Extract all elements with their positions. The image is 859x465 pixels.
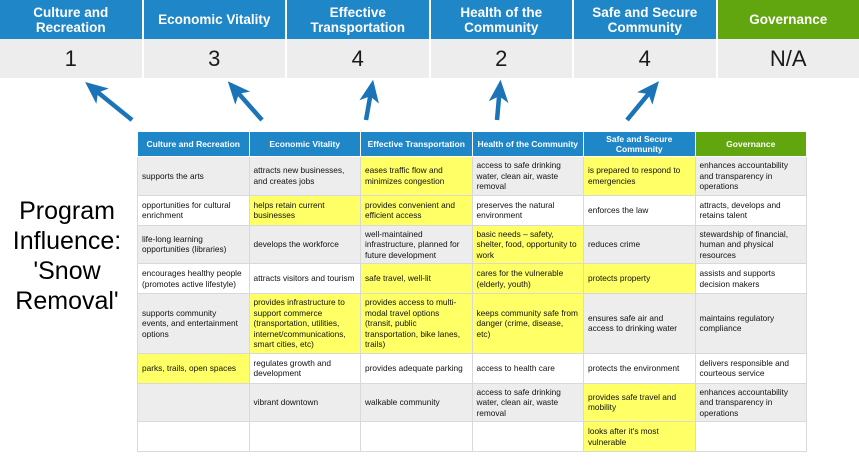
influence-matrix-container: Culture and Recreation Economic Vitality… (137, 131, 807, 452)
matrix-cell: access to safe drinking water, clean air… (471, 382, 584, 422)
matrix-cell: provides safe travel and mobility (583, 382, 696, 422)
matrix-cell (360, 421, 473, 452)
scorecard-header-economic-vitality: Economic Vitality (143, 0, 287, 39)
arrow-up-left-economic-vitality (227, 81, 264, 122)
matrix-cell: protects property (583, 263, 696, 294)
scorecard-header-culture-and-recreation: Culture and Recreation (0, 0, 144, 39)
arrow-group (85, 79, 660, 122)
matrix-cell: attracts new businesses, and creates job… (248, 156, 361, 196)
scorecard-header-row: Culture and Recreation Economic Vitality… (0, 0, 859, 39)
table-row: vibrant downtown walkable community acce… (137, 382, 807, 422)
program-influence-caption: Program Influence: 'Snow Removal' (0, 196, 134, 316)
scorecard-header-safe-and-secure-community: Safe and Secure Community (574, 0, 718, 39)
matrix-cell: attracts, develops and retains talent (694, 194, 807, 226)
matrix-cell: basic needs – safety, shelter, food, opp… (471, 224, 584, 264)
matrix-cell: helps retain current businesses (248, 194, 361, 226)
table-row: looks after it's most vulnerable (137, 421, 807, 452)
table-row: encourages healthy people (promotes acti… (137, 263, 807, 294)
matrix-cell: stewardship of financial, human and phys… (694, 224, 807, 264)
table-row: opportunities for cultural enrichment he… (137, 194, 807, 226)
arrow-up-health-of-the-community (488, 79, 509, 121)
caption-line-3: 'Snow (33, 257, 101, 285)
caption-line-2: Influence: (12, 227, 122, 255)
arrow-up-effective-transportation (359, 79, 379, 121)
matrix-cell: encourages healthy people (promotes acti… (137, 263, 250, 294)
caption-line-1: Program (19, 197, 115, 225)
matrix-cell: assists and supports decision makers (694, 263, 807, 294)
matrix-cell: regulates growth and development (248, 352, 361, 384)
matrix-cell: walkable community (360, 382, 473, 422)
matrix-header-effective-transportation: Effective Transportation (360, 131, 473, 157)
arrow-up-left-culture-and-recreation (85, 82, 134, 122)
matrix-header-health-of-the-community: Health of the Community (471, 131, 584, 157)
matrix-cell: access to safe drinking water, clean air… (471, 156, 584, 196)
matrix-cell (137, 421, 250, 452)
scorecard-value-health-of-the-community: 2 (430, 39, 574, 78)
matrix-cell: reduces crime (583, 224, 696, 264)
matrix-cell: enforces the law (583, 194, 696, 226)
matrix-cell: vibrant downtown (248, 382, 361, 422)
matrix-cell: looks after it's most vulnerable (583, 421, 696, 452)
table-row: life-long learning opportunities (librar… (137, 224, 807, 264)
matrix-cell: maintains regulatory compliance (694, 293, 807, 354)
matrix-cell: delivers responsible and courteous servi… (694, 352, 807, 384)
scorecard-value-economic-vitality: 3 (143, 39, 287, 78)
matrix-cell: eases traffic flow and minimizes congest… (360, 156, 473, 196)
matrix-header-governance: Governance (694, 131, 807, 157)
matrix-cell: life-long learning opportunities (librar… (137, 224, 250, 264)
scorecard-header-governance: Governance (717, 0, 859, 39)
matrix-cell: access to health care (471, 352, 584, 384)
caption-line-4: Removal' (15, 287, 119, 315)
matrix-cell: supports the arts (137, 156, 250, 196)
matrix-cell (471, 421, 584, 452)
table-row: parks, trails, open spaces regulates gro… (137, 352, 807, 384)
scorecard-summary: Culture and Recreation Economic Vitality… (0, 0, 859, 78)
arrow-up-right-safe-and-secure-community (625, 81, 660, 122)
matrix-cell: ensures safe air and access to drinking … (583, 293, 696, 354)
matrix-cell: provides convenient and efficient access (360, 194, 473, 226)
scorecard-value-culture-and-recreation: 1 (0, 39, 144, 78)
scorecard-value-row: 1 3 4 2 4 N/A (0, 39, 859, 78)
matrix-header-row: Culture and Recreation Economic Vitality… (137, 131, 807, 157)
matrix-cell: parks, trails, open spaces (137, 352, 250, 384)
matrix-cell: provides access to multi-modal travel op… (360, 293, 473, 354)
scorecard-value-effective-transportation: 4 (287, 39, 431, 78)
matrix-header-economic-vitality: Economic Vitality (248, 131, 361, 157)
influence-matrix-table: Culture and Recreation Economic Vitality… (137, 131, 807, 452)
matrix-cell: is prepared to respond to emergencies (583, 156, 696, 196)
matrix-cell: opportunities for cultural enrichment (137, 194, 250, 226)
table-row: supports community events, and entertain… (137, 293, 807, 354)
matrix-cell: safe travel, well-lit (360, 263, 473, 294)
matrix-cell: well-maintained infrastructure, planned … (360, 224, 473, 264)
matrix-cell: keeps community safe from danger (crime,… (471, 293, 584, 354)
matrix-cell: provides infrastructure to support comme… (248, 293, 361, 354)
matrix-cell (137, 382, 250, 422)
matrix-cell: supports community events, and entertain… (137, 293, 250, 354)
matrix-cell: protects the environment (583, 352, 696, 384)
table-row: supports the arts attracts new businesse… (137, 156, 807, 196)
matrix-cell: attracts visitors and tourism (248, 263, 361, 294)
matrix-cell: enhances accountability and transparency… (694, 156, 807, 196)
matrix-header-safe-and-secure-community: Safe and Secure Community (583, 131, 696, 157)
scorecard-header-health-of-the-community: Health of the Community (430, 0, 574, 39)
scorecard-value-safe-and-secure-community: 4 (574, 39, 718, 78)
matrix-cell: enhances accountability and transparency… (694, 382, 807, 422)
matrix-cell: provides adequate parking (360, 352, 473, 384)
matrix-cell (694, 421, 807, 452)
scorecard-value-governance: N/A (717, 39, 859, 78)
matrix-cell (248, 421, 361, 452)
matrix-cell: preserves the natural environment (471, 194, 584, 226)
matrix-cell: cares for the vulnerable (elderly, youth… (471, 263, 584, 294)
scorecard-header-effective-transportation: Effective Transportation (287, 0, 431, 39)
matrix-cell: develops the workforce (248, 224, 361, 264)
matrix-body: supports the arts attracts new businesse… (137, 156, 807, 452)
matrix-header-culture-and-recreation: Culture and Recreation (137, 131, 250, 157)
